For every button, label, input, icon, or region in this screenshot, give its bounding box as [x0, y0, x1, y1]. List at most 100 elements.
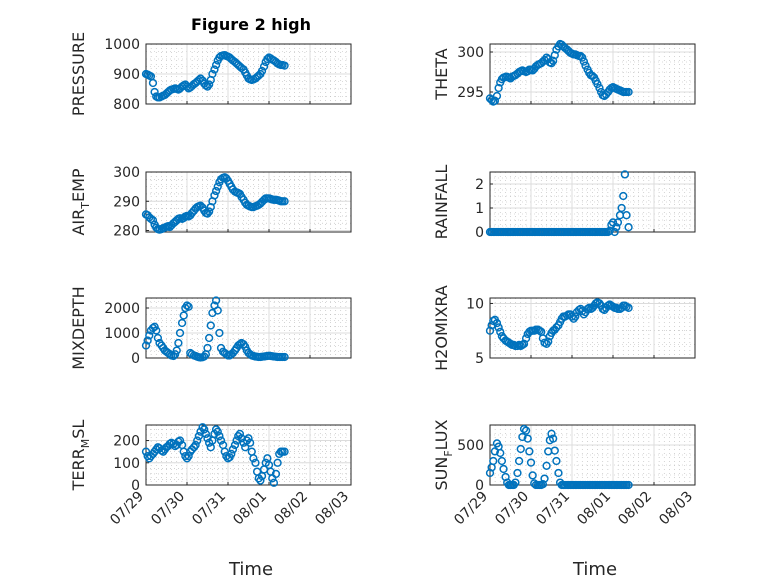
data-point	[581, 61, 590, 70]
data-point	[485, 468, 495, 478]
data-point	[499, 464, 508, 474]
figure-title: Figure 2 high	[191, 15, 311, 34]
data-point	[204, 80, 214, 89]
y-tick-label: 500	[457, 438, 484, 454]
subplot-rainfall: 0 1 2 RAINFALL	[432, 165, 696, 241]
data-point	[204, 333, 214, 343]
x-tick-label: 07/30	[492, 489, 532, 529]
data-point	[203, 82, 212, 91]
data-point	[148, 78, 158, 88]
data-point	[542, 461, 551, 470]
y-axis-label: SUNFLUX	[432, 419, 455, 490]
y-tick-label: 0	[131, 478, 140, 494]
data-point	[617, 203, 626, 213]
data-point	[496, 448, 505, 458]
data-point	[175, 436, 185, 445]
subplot-air_temp: 280 290 300 AIRTEMP	[69, 165, 352, 240]
data-point	[496, 327, 505, 336]
data-point	[595, 83, 604, 93]
data-point	[620, 170, 630, 179]
data-point	[280, 61, 289, 70]
data-point	[528, 471, 537, 480]
x-tick-label: 08/03	[656, 489, 696, 529]
data-point	[501, 472, 510, 482]
data-point	[579, 57, 589, 66]
data-point	[593, 79, 602, 89]
data-point	[492, 91, 502, 101]
data-point	[203, 434, 212, 443]
y-tick-label: 100	[113, 456, 140, 472]
subplot-h2omixra: 5 10 H2OMIXRA	[432, 285, 696, 371]
data-point	[213, 306, 222, 315]
data-point	[227, 449, 236, 459]
y-tick-label: 800	[113, 97, 140, 113]
data-point	[487, 95, 496, 105]
data-point	[613, 218, 623, 227]
data-point	[215, 431, 224, 441]
data-point	[489, 456, 498, 466]
data-point	[521, 334, 531, 343]
y-tick-label: 200	[113, 434, 140, 450]
data-point	[494, 323, 503, 332]
data-point	[194, 431, 204, 441]
data-point	[554, 468, 563, 478]
data-point	[540, 474, 549, 483]
data-point	[578, 53, 587, 62]
data-point	[497, 456, 507, 466]
data-point	[191, 440, 200, 450]
data-point	[244, 434, 253, 443]
data-point	[492, 318, 502, 328]
data-point	[547, 429, 556, 438]
data-point	[552, 456, 561, 466]
subplot-pressure: 800 900 1000 PRESSURE	[69, 32, 352, 116]
data-point	[153, 333, 163, 343]
data-point	[521, 426, 531, 435]
data-point	[143, 336, 152, 345]
y-tick-label: 1000	[104, 326, 140, 342]
x-tick-label: 07/29	[107, 489, 147, 529]
data-point	[148, 216, 158, 225]
y-tick-label: 10	[466, 296, 484, 312]
data-point	[280, 447, 289, 456]
data-point	[245, 438, 255, 447]
data-point	[230, 440, 240, 450]
data-point	[204, 207, 214, 216]
data-point	[513, 468, 522, 478]
data-point	[203, 209, 212, 218]
data-point	[516, 444, 525, 454]
data-point	[232, 436, 241, 445]
y-axis-label: MIXDEPTH	[69, 286, 88, 369]
y-axis-label: H2OMIXRA	[432, 285, 451, 371]
data-point	[273, 458, 282, 467]
x-tick-label: 07/31	[533, 489, 573, 529]
y-axis-label: TERRMSL	[69, 420, 92, 492]
data-point	[518, 432, 527, 442]
data-point	[210, 191, 219, 200]
data-point	[200, 425, 209, 434]
y-tick-label: 300	[113, 165, 140, 181]
subplot-mixdepth: 0 1000 2000 MIXDEPTH	[69, 286, 352, 370]
y-axis-label: RAINFALL	[432, 165, 451, 240]
data-point	[514, 456, 524, 466]
y-tick-label: 2	[475, 177, 484, 193]
data-point	[619, 191, 628, 201]
x-tick-label: 07/29	[451, 489, 491, 529]
data-point	[280, 197, 289, 206]
data-point	[141, 341, 151, 350]
data-point	[203, 343, 212, 353]
data-point	[215, 328, 224, 338]
data-point	[490, 96, 500, 105]
data-point	[145, 331, 154, 340]
data-point	[249, 454, 258, 463]
x-tick-label: 08/03	[312, 489, 352, 529]
data-point	[208, 69, 217, 79]
subplot-theta: 295 300 THETA	[432, 39, 696, 106]
data-point	[523, 434, 532, 443]
data-point	[184, 451, 193, 461]
data-point	[624, 303, 633, 312]
data-point	[177, 318, 187, 328]
x-axis-label-left: Time	[228, 559, 273, 580]
data-point	[280, 352, 289, 362]
